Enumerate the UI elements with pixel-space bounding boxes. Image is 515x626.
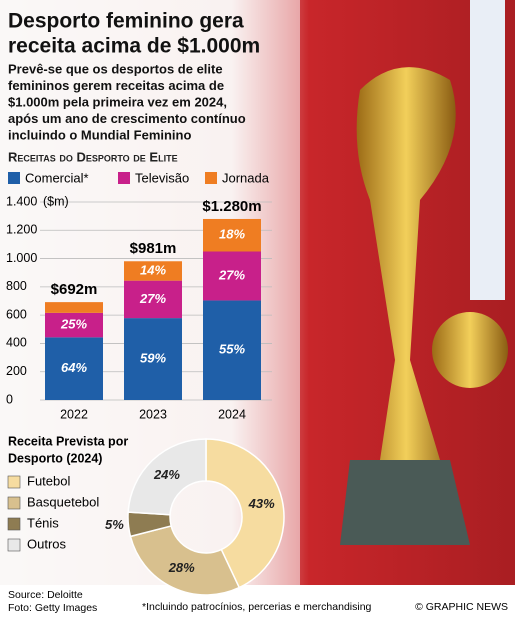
subtitle: Prevê-se que os desportos de elite — [8, 61, 223, 76]
chart-title: Receita Prevista por — [8, 434, 128, 448]
x-tick-label: 2024 — [218, 407, 246, 421]
bar-segment — [45, 302, 103, 313]
trophy-base — [340, 460, 470, 545]
share-label: 27% — [139, 291, 166, 306]
legend-label: Ténis — [27, 515, 59, 530]
share-label: 27% — [218, 267, 245, 282]
y-tick-label: 200 — [6, 364, 27, 378]
chart-title: Receitas do Desporto de Elite — [8, 149, 178, 164]
total-label: $1.280m — [202, 198, 261, 215]
y-tick-label: 600 — [6, 307, 27, 321]
subtitle: após um ano de crescimento contínuo — [8, 111, 246, 126]
legend-swatch — [205, 172, 217, 184]
chart-title: Desporto (2024) — [8, 451, 102, 465]
bar-segment — [203, 218, 261, 252]
y-tick-label: 1.200 — [6, 223, 37, 237]
subtitle: $1.000m pela primeira vez em 2024, — [8, 94, 227, 109]
y-unit: ($m) — [43, 194, 69, 208]
slice-label: 5% — [105, 517, 124, 532]
photo-credit: Foto: Getty Images — [8, 602, 97, 614]
legend-swatch — [7, 538, 21, 552]
legend-label: Futebol — [27, 473, 70, 488]
medal — [432, 312, 508, 388]
slice-label: 28% — [168, 560, 195, 575]
x-tick-label: 2022 — [60, 407, 88, 421]
legend-swatch — [7, 496, 21, 510]
share-label: 55% — [219, 342, 245, 357]
legend-swatch — [7, 475, 21, 489]
credit: © GRAPHIC NEWS — [415, 601, 508, 613]
bar-segment — [203, 300, 261, 400]
legend-label: Comercial* — [25, 170, 89, 185]
source: Source: Deloitte — [8, 589, 83, 601]
ribbon — [470, 0, 505, 300]
bar-segment — [124, 280, 182, 319]
legend-swatch — [7, 517, 21, 531]
total-label: $981m — [130, 240, 177, 257]
legend-swatch — [118, 172, 130, 184]
donut-slice — [205, 438, 285, 589]
legend-swatch — [8, 172, 20, 184]
legend-label: Basquetebol — [27, 494, 99, 509]
y-tick-label: 0 — [6, 392, 13, 406]
x-tick-label: 2023 — [139, 407, 167, 421]
slice-label: 24% — [153, 467, 180, 482]
share-label: 25% — [60, 317, 87, 332]
slice-label: 43% — [248, 496, 275, 511]
subtitle: incluindo o Mundial Feminino — [8, 127, 191, 142]
y-tick-label: 400 — [6, 336, 27, 350]
bar-segment — [45, 312, 103, 338]
y-tick-label: 800 — [6, 279, 27, 293]
bar-segment — [124, 318, 182, 400]
share-label: 64% — [61, 360, 87, 375]
share-label: 18% — [219, 227, 245, 242]
y-tick-label: 1.400 — [6, 194, 37, 208]
title: receita acima de $1.000m — [8, 35, 260, 58]
share-label: 14% — [140, 262, 166, 277]
title: Desporto feminino gera — [8, 10, 244, 33]
total-label: $692m — [51, 281, 98, 298]
footer-band — [0, 585, 515, 621]
trophy — [356, 67, 456, 460]
donut-slice — [127, 438, 207, 516]
bar-segment — [124, 261, 182, 281]
legend-label: Televisão — [135, 170, 189, 185]
share-label: 59% — [140, 350, 166, 365]
footnote: *Incluindo patrocínios, percerias e merc… — [142, 601, 372, 613]
legend-label: Jornada — [222, 170, 270, 185]
bar-segment — [45, 337, 103, 400]
donut-slice — [129, 525, 241, 596]
subtitle: femininos gerem receitas acima de — [8, 78, 224, 93]
legend-label: Outros — [27, 536, 67, 551]
y-tick-label: 1.000 — [6, 251, 37, 265]
bar-segment — [203, 251, 261, 301]
